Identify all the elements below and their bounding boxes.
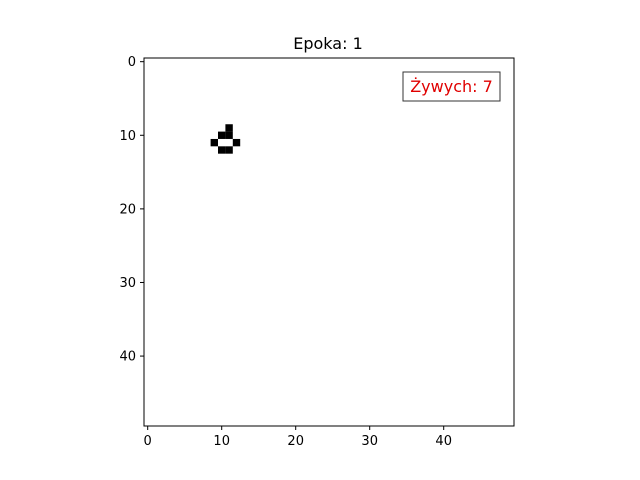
plot-area (143, 57, 515, 427)
x-tick-label-0: 0 (144, 434, 152, 449)
x-tick-label-30: 30 (361, 434, 378, 449)
x-tick-label-20: 20 (287, 434, 304, 449)
alive-cell-4 (210, 138, 218, 147)
alive-cell-2 (218, 131, 226, 139)
y-axis: 0 10 20 30 40 (119, 55, 144, 365)
alive-cell-6 (218, 146, 226, 154)
alive-cell-1 (225, 124, 233, 132)
alive-cell-3 (225, 131, 233, 139)
chart-title: Epoka: 1 (293, 34, 363, 53)
plot-background (144, 58, 514, 426)
y-tick-label-30: 30 (119, 276, 136, 291)
y-tick-label-10: 10 (119, 129, 136, 144)
alive-cell-7 (225, 146, 233, 154)
cells-layer (210, 124, 241, 154)
plot-frame (143, 57, 515, 427)
x-tick-label-40: 40 (435, 434, 452, 449)
y-tick-label-20: 20 (119, 202, 136, 217)
y-tick-label-0: 0 (128, 55, 136, 70)
live-count-annotation: Żywych: 7 (402, 71, 501, 102)
live-count-box (402, 71, 501, 102)
live-count-label: Żywych: 7 (410, 77, 493, 96)
x-tick-label-10: 10 (213, 434, 230, 449)
x-axis: 0 10 20 30 40 (144, 426, 452, 449)
alive-cell-5 (232, 138, 241, 147)
y-tick-label-40: 40 (119, 350, 136, 365)
